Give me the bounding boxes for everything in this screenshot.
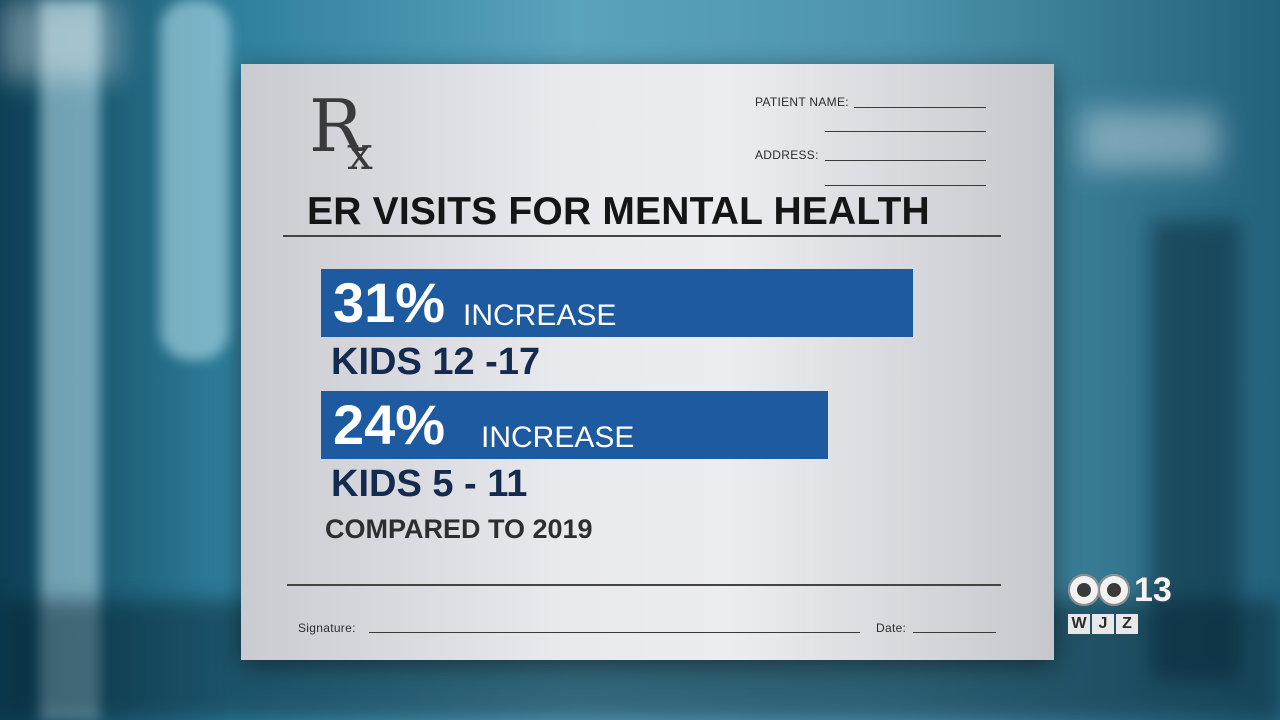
footnote: COMPARED TO 2019 — [325, 514, 593, 544]
station-logo: 13 W J Z — [1068, 570, 1172, 636]
stat-label: INCREASE — [463, 299, 617, 332]
date-label: Date: — [876, 621, 907, 635]
rx-icon: R x — [309, 84, 373, 180]
signature-line — [369, 632, 860, 633]
ceiling-light — [0, 0, 120, 80]
title-rule — [283, 235, 1001, 237]
patient-name-label: PATIENT NAME: — [755, 95, 849, 109]
stat-percent: 24% — [333, 393, 446, 456]
cbs-eye-icon — [1098, 574, 1130, 606]
call-letter: W — [1068, 614, 1090, 634]
stat-label: INCREASE — [481, 421, 635, 454]
patient-name-line-2 — [825, 131, 986, 132]
prescription-card: R x PATIENT NAME: ADDRESS: ER VISITS FOR… — [241, 64, 1054, 660]
signature-rule — [287, 584, 1001, 586]
stat-percent: 31% — [333, 271, 446, 334]
channel-number: 13 — [1134, 571, 1172, 609]
stat-group: KIDS 12 -17 — [331, 341, 541, 383]
cbs-eye-logo: 13 — [1068, 570, 1172, 610]
call-letter: Z — [1116, 614, 1138, 634]
ceiling-light — [1080, 110, 1220, 170]
patient-name-line — [854, 107, 986, 108]
address-line-2 — [825, 185, 986, 186]
iv-pole — [40, 0, 100, 720]
stat-group: KIDS 5 - 11 — [331, 463, 528, 505]
date-line — [913, 632, 996, 633]
signature-label: Signature: — [298, 621, 356, 635]
stat-bar-1: 31% INCREASE — [321, 269, 913, 337]
call-letters: W J Z — [1068, 614, 1138, 634]
address-line — [825, 160, 986, 161]
address-label: ADDRESS: — [755, 148, 819, 162]
cbs-eye-icon — [1068, 574, 1100, 606]
call-letter: J — [1092, 614, 1114, 634]
wall-equipment — [1150, 220, 1240, 680]
iv-bag — [160, 0, 230, 360]
page-title: ER VISITS FOR MENTAL HEALTH — [307, 190, 930, 233]
stat-bar-2: 24% INCREASE — [321, 391, 828, 459]
